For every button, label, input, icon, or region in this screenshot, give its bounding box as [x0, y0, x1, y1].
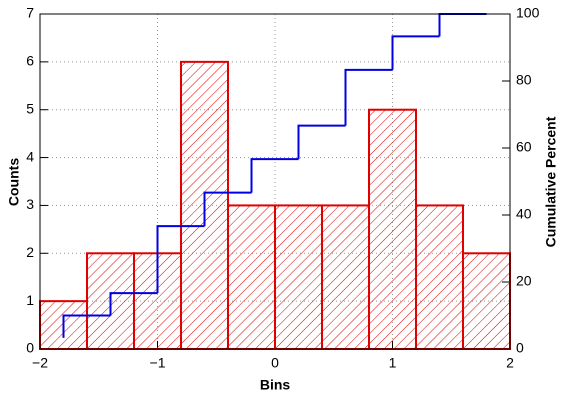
y2-tick-label: 20: [516, 273, 532, 289]
bar: [274, 204, 323, 350]
y-tick-label: 4: [26, 148, 34, 164]
x-tick-label: 0: [271, 355, 279, 371]
y2-tick-label: 100: [516, 5, 540, 21]
y2-tick-label: 80: [516, 72, 532, 88]
y-tick-label: 7: [26, 5, 34, 21]
x-tick-label: −2: [32, 355, 48, 371]
y-tick-label: 2: [26, 244, 34, 260]
x-tick-label: 1: [389, 355, 397, 371]
y-axis-title: Counts: [6, 158, 22, 206]
x-axis-title: Bins: [260, 377, 291, 393]
bar: [462, 252, 511, 351]
x-tick-label: 2: [506, 355, 514, 371]
y2-tick-label: 0: [516, 340, 524, 356]
bar: [368, 108, 417, 351]
bar: [321, 204, 370, 350]
y-tick-label: 3: [26, 196, 34, 212]
plot-frame: [39, 13, 511, 350]
y-tick-label: 6: [26, 53, 34, 69]
y-tick-label: 5: [26, 100, 34, 116]
y2-axis-title: Cumulative Percent: [543, 116, 559, 247]
bar: [415, 204, 464, 350]
y-tick-label: 0: [26, 340, 34, 356]
x-tick-label: −1: [150, 355, 166, 371]
y2-tick-label: 40: [516, 206, 532, 222]
y2-tick-label: 60: [516, 139, 532, 155]
y-tick-label: 1: [26, 292, 34, 308]
bar: [227, 204, 276, 350]
